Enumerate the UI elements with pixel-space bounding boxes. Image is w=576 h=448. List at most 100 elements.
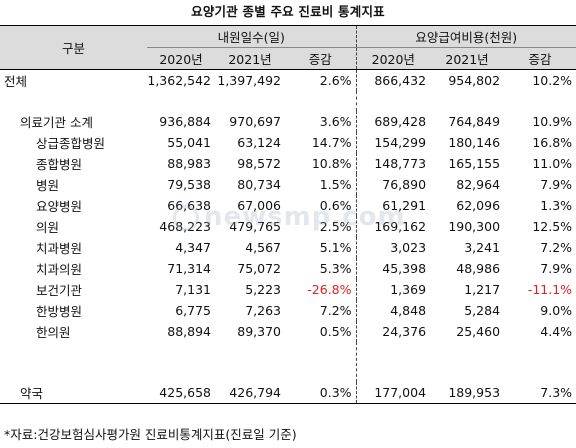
cell-visits-change: 0.6%	[319, 198, 352, 213]
cell-cost-2020: 154,299	[355, 132, 431, 153]
year-2021-header: 2021년	[215, 47, 285, 70]
cell-visits-2020: 88,983	[167, 156, 211, 171]
cell-cost-2020: 61,291	[355, 195, 431, 216]
cell-visits-change: 0.5%	[319, 324, 352, 339]
cell-visits-2021: 4,567	[245, 240, 281, 255]
cell-visits-change: 2.5%	[319, 219, 352, 234]
cell-visits-2021: 426,794	[215, 382, 285, 404]
cell-visits-2021: 63,124	[237, 135, 281, 150]
page-title: 요양기관 종별 주요 진료비 통계지표	[191, 4, 385, 19]
table-row: 의원 468,223 479,765 2.5% 169,162 190,300 …	[0, 216, 576, 237]
spacer-row	[0, 342, 576, 382]
cell-cost-change: 4.4%	[540, 324, 573, 339]
cell-cost-2021: 165,155	[448, 156, 501, 171]
cell-visits-2020: 71,314	[167, 261, 211, 276]
table-row: 상급종합병원 55,041 63,124 14.7% 154,299 180,1…	[0, 132, 576, 153]
cell-visits-2021: 5,223	[245, 282, 281, 297]
cell-cost-2020: 689,428	[355, 111, 431, 132]
cell-visits-change: 5.3%	[319, 261, 352, 276]
cell-cost-change: 11.0%	[532, 156, 573, 171]
row-label: 의료기관 소계	[20, 115, 93, 130]
cell-cost-2020: 4,848	[355, 300, 431, 321]
cell-cost-2020: 177,004	[355, 382, 431, 404]
spacer-row	[0, 91, 576, 111]
row-label: 치과의원	[36, 262, 83, 277]
row-label: 약국	[0, 382, 147, 404]
cell-visits-change: 1.5%	[319, 177, 352, 192]
cell-visits-2021: 970,697	[229, 114, 281, 129]
cell-cost-2021: 189,953	[430, 382, 505, 404]
cell-cost-2021: 190,300	[448, 219, 501, 234]
table-row: 한방병원 6,775 7,263 7.2% 4,848 5,284 9.0%	[0, 300, 576, 321]
cell-visits-2021: 89,370	[237, 324, 281, 339]
cell-cost-2020: 76,890	[355, 174, 431, 195]
cell-visits-change: 7.2%	[319, 303, 352, 318]
cell-visits-2021: 1,397,492	[217, 73, 281, 88]
cell-cost-change: 10.2%	[532, 73, 573, 88]
cell-visits-2020: 1,362,542	[147, 73, 211, 88]
cell-cost-2020: 24,376	[355, 321, 431, 342]
cell-visits-change: 10.8%	[311, 156, 352, 171]
cell-visits-2020: 88,894	[167, 324, 211, 339]
row-label: 병원	[36, 178, 60, 193]
change-header: 증감	[285, 47, 357, 70]
cell-visits-2021: 80,734	[237, 177, 281, 192]
cell-cost-change: 7.9%	[540, 177, 573, 192]
benefit-cost-header: 요양급여비용(천원)	[355, 25, 576, 48]
cell-visits-2020: 7,131	[175, 282, 211, 297]
source-footnote: *자료:건강보험심사평가원 진료비통계지표(진료일 기준)	[4, 427, 297, 442]
cell-cost-change: 10.9%	[532, 114, 573, 129]
cell-cost-change-negative: -11.1%	[527, 282, 573, 297]
visit-days-header: 내원일수(일)	[147, 25, 357, 48]
cell-visits-change: 14.7%	[311, 135, 352, 150]
cell-cost-2020: 866,432	[355, 69, 431, 91]
cell-cost-2020: 148,773	[355, 153, 431, 174]
year-2021-header: 2021년	[430, 47, 505, 70]
cell-visits-2020: 425,658	[147, 382, 215, 404]
row-label: 한방병원	[36, 304, 83, 319]
row-label: 상급종합병원	[36, 136, 106, 151]
cell-cost-2021: 62,096	[456, 198, 501, 213]
row-label: 전체	[4, 74, 28, 89]
row-label: 한의원	[36, 325, 71, 340]
cell-cost-2021: 180,146	[448, 135, 501, 150]
watermark: newsmp.com	[204, 202, 406, 232]
table-row: 의료기관 소계 936,884 970,697 3.6% 689,428 764…	[0, 111, 576, 132]
header-row-1: 구분 내원일수(일) 요양급여비용(천원)	[0, 25, 576, 70]
cell-visits-change: 3.6%	[319, 114, 352, 129]
row-label: 요양병원	[36, 199, 83, 214]
cell-cost-2020: 1,369	[355, 279, 431, 300]
statistics-table: 구분 내원일수(일) 요양급여비용(천원) 2020년 2021년 증감 202…	[0, 25, 576, 404]
row-label: 보건기관	[36, 283, 83, 298]
cell-visits-change: 2.6%	[319, 73, 352, 88]
cell-cost-2020: 45,398	[355, 258, 431, 279]
cell-cost-2020: 169,162	[355, 216, 431, 237]
table-row: 종합병원 88,983 98,572 10.8% 148,773 165,155…	[0, 153, 576, 174]
cell-cost-2021: 48,986	[456, 261, 501, 276]
cell-cost-2021: 3,241	[464, 240, 501, 255]
year-2020-header: 2020년	[355, 47, 431, 70]
cell-visits-2020: 55,041	[167, 135, 211, 150]
cell-visits-2020: 6,775	[175, 303, 211, 318]
table-row: 한의원 88,894 89,370 0.5% 24,376 25,460 4.4…	[0, 321, 576, 342]
change-header: 증감	[504, 47, 576, 70]
cell-cost-2021: 1,217	[464, 282, 501, 297]
cell-cost-change: 7.9%	[540, 261, 573, 276]
cell-cost-2021: 764,849	[448, 114, 501, 129]
cell-visits-2021: 479,765	[229, 219, 281, 234]
year-2020-header: 2020년	[147, 47, 215, 70]
watermark-logo-icon	[173, 205, 199, 231]
cell-cost-change: 12.5%	[532, 219, 573, 234]
cell-cost-change: 1.3%	[540, 198, 573, 213]
cell-visits-change: 0.3%	[285, 382, 357, 404]
cell-cost-2021: 25,460	[456, 324, 501, 339]
row-label: 치과병원	[36, 241, 83, 256]
cell-visits-change-negative: -26.8%	[307, 282, 352, 297]
table-row: 요양병원 66,638 67,006 0.6% 61,291 62,096 1.…	[0, 195, 576, 216]
cell-cost-2020: 3,023	[355, 237, 431, 258]
category-header: 구분	[0, 25, 147, 70]
cell-visits-2021: 67,006	[237, 198, 281, 213]
cell-visits-2021: 7,263	[245, 303, 281, 318]
row-label: 의원	[36, 220, 60, 235]
cell-cost-change: 16.8%	[532, 135, 573, 150]
